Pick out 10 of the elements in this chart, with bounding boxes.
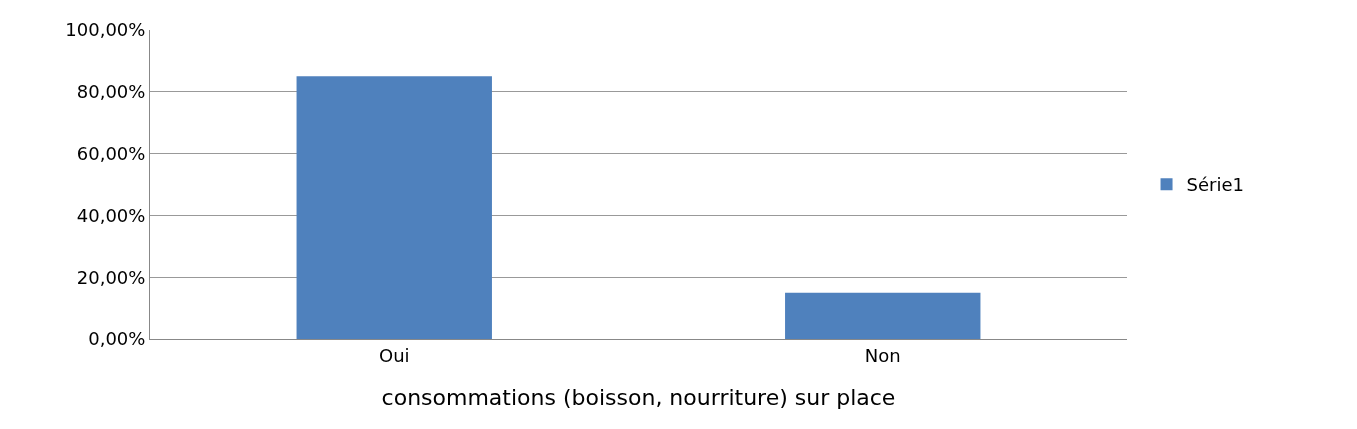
y-tick-label: 100,00% bbox=[65, 19, 146, 41]
x-tick-label: Non bbox=[864, 344, 901, 366]
y-tick-label: 60,00% bbox=[76, 142, 146, 164]
y-tick-label: 40,00% bbox=[76, 204, 146, 226]
y-tick-label: 80,00% bbox=[76, 81, 146, 103]
y-tick-label: 0,00% bbox=[88, 328, 146, 350]
x-axis-title: consommations (boisson, nourriture) sur place bbox=[381, 385, 896, 411]
x-tick-label: Oui bbox=[378, 344, 410, 366]
legend-label: Série1 bbox=[1186, 174, 1244, 196]
y-tick-label: 20,00% bbox=[76, 266, 146, 288]
